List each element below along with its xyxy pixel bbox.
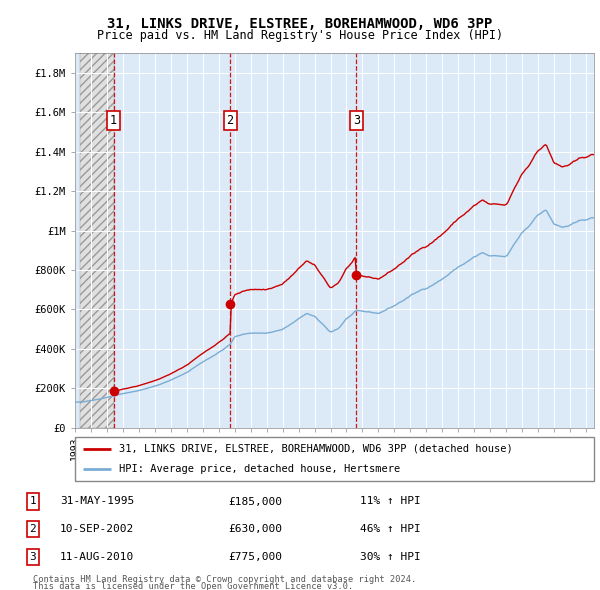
Text: 31, LINKS DRIVE, ELSTREE, BOREHAMWOOD, WD6 3PP: 31, LINKS DRIVE, ELSTREE, BOREHAMWOOD, W… — [107, 17, 493, 31]
Text: This data is licensed under the Open Government Licence v3.0.: This data is licensed under the Open Gov… — [33, 582, 353, 590]
Text: £630,000: £630,000 — [228, 525, 282, 534]
Text: 46% ↑ HPI: 46% ↑ HPI — [360, 525, 421, 534]
Text: 2: 2 — [226, 114, 233, 127]
Text: HPI: Average price, detached house, Hertsmere: HPI: Average price, detached house, Hert… — [119, 464, 400, 474]
Text: 30% ↑ HPI: 30% ↑ HPI — [360, 552, 421, 562]
Text: 11-AUG-2010: 11-AUG-2010 — [60, 552, 134, 562]
Text: 1: 1 — [29, 497, 37, 506]
Text: 31, LINKS DRIVE, ELSTREE, BOREHAMWOOD, WD6 3PP (detached house): 31, LINKS DRIVE, ELSTREE, BOREHAMWOOD, W… — [119, 444, 513, 454]
Text: £185,000: £185,000 — [228, 497, 282, 506]
Text: Price paid vs. HM Land Registry's House Price Index (HPI): Price paid vs. HM Land Registry's House … — [97, 29, 503, 42]
Text: 10-SEP-2002: 10-SEP-2002 — [60, 525, 134, 534]
Text: 3: 3 — [353, 114, 360, 127]
Bar — [80, 53, 113, 428]
Text: Contains HM Land Registry data © Crown copyright and database right 2024.: Contains HM Land Registry data © Crown c… — [33, 575, 416, 584]
Text: 31-MAY-1995: 31-MAY-1995 — [60, 497, 134, 506]
Text: 3: 3 — [29, 552, 37, 562]
Text: £775,000: £775,000 — [228, 552, 282, 562]
Text: 11% ↑ HPI: 11% ↑ HPI — [360, 497, 421, 506]
Text: 1: 1 — [110, 114, 117, 127]
Text: 2: 2 — [29, 525, 37, 534]
